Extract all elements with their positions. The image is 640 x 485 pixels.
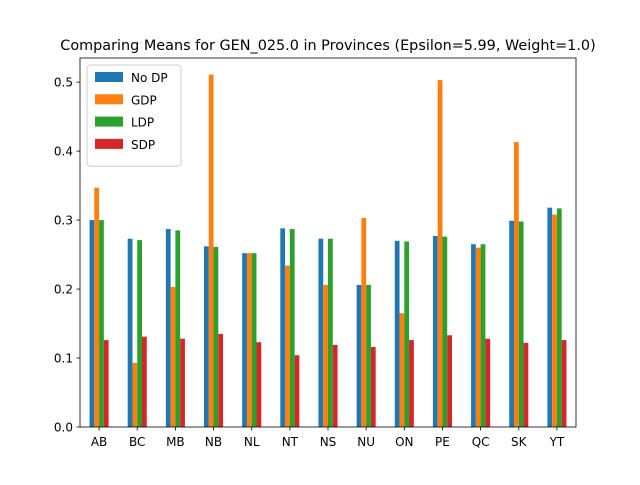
bar-ldp-nb [213,246,219,427]
bar-sdp-sk [523,342,529,427]
bar-no-dp-nl [242,253,247,427]
axes-layer: AB BC MB NB NL NT NS NU ON PE QC SK YT 0.0 0.1 0.2 0.3 0.… [54,57,577,449]
bar-gdp-on [399,313,405,427]
bar-sdp-ab [103,340,109,427]
bar-sdp-qc [485,338,491,427]
legend-swatch [95,138,123,149]
bar-gdp-qc [475,247,481,427]
bar-no-dp-nb [204,246,209,427]
y-tick-label: 0.4 [54,144,73,158]
bar-ldp-sk [518,221,524,427]
y-tick-label: 0.0 [54,420,73,434]
bar-no-dp-yt [547,207,553,427]
bar-gdp-ns [323,284,328,427]
bar-no-dp-nt [280,228,286,427]
bar-ldp-nu [366,284,371,427]
legend-label: LDP [131,116,154,130]
bar-ldp-on [404,241,410,427]
bar-ldp-ns [328,238,333,427]
bar-ldp-bc [137,240,142,427]
bar-ldp-nl [251,253,257,427]
y-tick-label: 0.2 [54,282,73,296]
bar-ldp-mb [175,230,181,427]
bars-layer [89,74,567,427]
bar-no-dp-qc [471,244,476,427]
legend: No DP GDP LDP SDP [86,64,182,167]
bar-gdp-mb [170,286,176,427]
bar-gdp-ab [94,187,100,427]
y-tick-label: 0.1 [54,351,73,365]
bar-gdp-sk [514,142,519,427]
x-tick-label: BC [129,435,145,449]
bar-sdp-nb [218,333,224,427]
x-tick-label: NT [282,435,299,449]
x-tick-label: SK [511,435,528,449]
legend-swatch [95,94,123,105]
bar-sdp-ns [332,344,338,427]
bar-gdp-nt [285,265,290,427]
bar-no-dp-mb [165,229,171,427]
bar-sdp-bc [142,336,147,427]
x-tick-label: QC [472,435,490,449]
chart-title: Comparing Means for GEN_025.0 in Provinc… [60,38,595,54]
legend-label: No DP [131,71,168,85]
bar-gdp-nl [246,253,252,427]
bar-ldp-yt [556,208,562,427]
bar-gdp-yt [552,214,557,427]
x-tick-label: MB [166,435,185,449]
x-tick-label: PE [435,435,450,449]
bar-sdp-nl [256,342,262,427]
bar-gdp-bc [132,362,138,427]
legend-label: GDP [131,93,157,107]
bar-sdp-yt [561,340,567,427]
bar-no-dp-pe [432,235,438,427]
bar-no-dp-ab [89,220,95,427]
bar-no-dp-on [394,240,400,427]
bar-ldp-pe [442,236,448,427]
bar-gdp-nb [208,74,214,427]
bar-ldp-ab [99,220,104,427]
bar-no-dp-bc [127,238,133,427]
x-tick-label: AB [91,435,107,449]
bar-ldp-qc [480,244,486,427]
y-tick-label: 0.3 [54,213,73,227]
x-tick-label: ON [395,435,413,449]
bar-no-dp-nu [356,284,362,427]
bar-gdp-pe [437,80,443,427]
bar-gdp-nu [361,218,367,427]
bar-sdp-nt [294,355,300,427]
x-tick-label: NU [357,435,375,449]
legend-label: SDP [131,138,155,152]
x-tick-label: NS [320,435,337,449]
bar-sdp-nu [370,346,376,427]
x-tick-label: NB [205,435,222,449]
bar-no-dp-sk [509,220,514,427]
bar-ldp-nt [289,229,295,427]
y-tick-label: 0.5 [54,75,73,89]
bar-sdp-pe [447,335,452,427]
bar-no-dp-ns [318,238,324,427]
x-tick-label: NL [244,435,260,449]
bar-sdp-mb [180,338,185,427]
legend-swatch [95,116,123,127]
legend-swatch [95,72,123,82]
x-tick-label: YT [549,435,565,449]
bar-sdp-on [409,340,414,427]
